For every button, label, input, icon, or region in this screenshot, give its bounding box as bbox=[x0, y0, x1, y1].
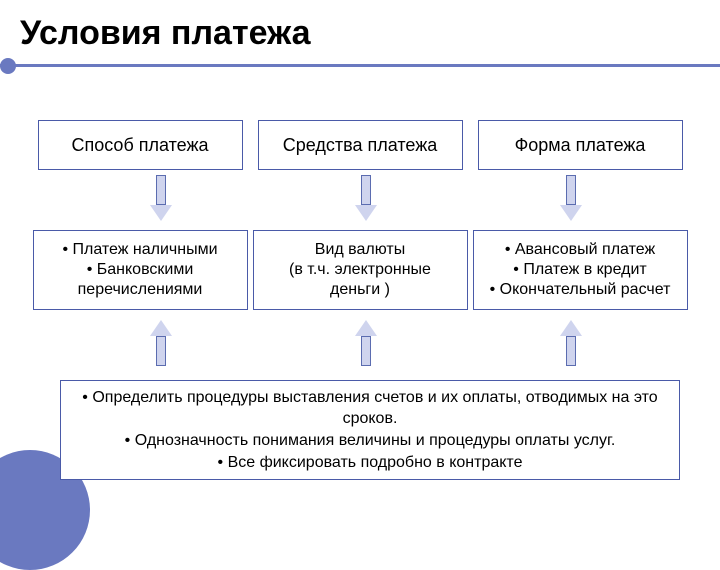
arrow-down-icon bbox=[150, 175, 172, 221]
text-line: деньги ) bbox=[256, 280, 465, 300]
row-top: Способ платежа Средства платежа Форма пл… bbox=[0, 120, 720, 170]
bottom-box: • Определить процедуры выставления счето… bbox=[60, 380, 680, 480]
page-title: Условия платежа bbox=[20, 14, 311, 53]
text-line: Вид валюты bbox=[256, 240, 465, 260]
box-method: Способ платежа bbox=[38, 120, 243, 170]
arrow-down-icon bbox=[560, 175, 582, 221]
text-line: • Банковскими bbox=[36, 260, 245, 280]
bottom-line: • Определить процедуры выставления счето… bbox=[69, 387, 671, 430]
box-method-detail: • Платеж наличными • Банковскими перечис… bbox=[33, 230, 248, 310]
box-means: Средства платежа bbox=[258, 120, 463, 170]
bottom-line: • Однозначность понимания величины и про… bbox=[69, 430, 671, 452]
bottom-line: • Все фиксировать подробно в контракте bbox=[69, 452, 671, 474]
text-line: перечислениями bbox=[36, 280, 245, 300]
row-mid: • Платеж наличными • Банковскими перечис… bbox=[0, 230, 720, 310]
text-line: • Авансовый платеж bbox=[476, 240, 685, 260]
text-line: • Окончательный расчет bbox=[476, 280, 685, 300]
text-line: • Платеж в кредит bbox=[476, 260, 685, 280]
box-form: Форма платежа bbox=[478, 120, 683, 170]
title-underline bbox=[0, 64, 720, 67]
text-line: (в т.ч. электронные bbox=[256, 260, 465, 280]
box-form-detail: • Авансовый платеж • Платеж в кредит • О… bbox=[473, 230, 688, 310]
arrow-up-icon bbox=[150, 320, 172, 366]
arrow-up-icon bbox=[355, 320, 377, 366]
box-means-detail: Вид валюты (в т.ч. электронные деньги ) bbox=[253, 230, 468, 310]
arrow-up-icon bbox=[560, 320, 582, 366]
arrow-down-icon bbox=[355, 175, 377, 221]
text-line: • Платеж наличными bbox=[36, 240, 245, 260]
